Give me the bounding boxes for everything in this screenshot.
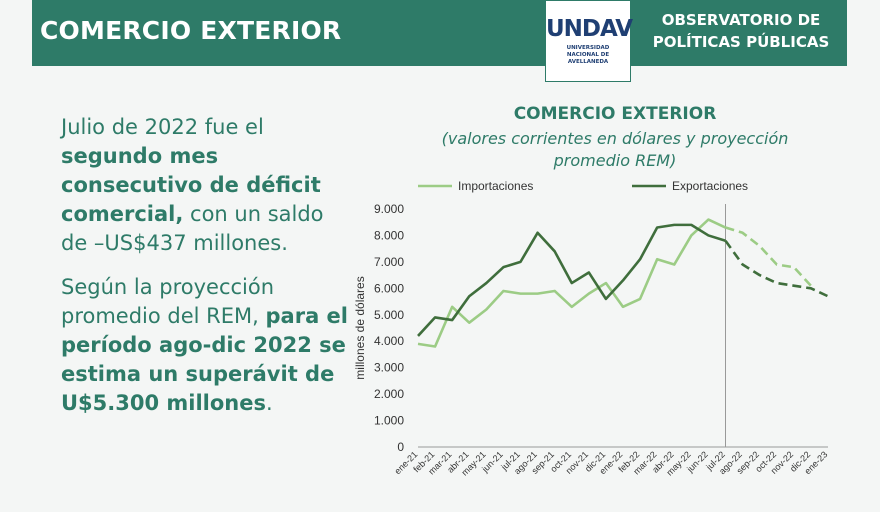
- series-line-importaciones: [417, 218, 727, 348]
- y-axis-label: millones de dólares: [353, 276, 367, 379]
- legend-label: Exportaciones: [672, 179, 748, 193]
- legend-label: Importaciones: [458, 179, 533, 193]
- p2-text-c: .: [266, 391, 273, 415]
- logo-subtitle: UNIVERSIDAD NACIONAL DE AVELLANEDA: [566, 45, 610, 65]
- y-tick-label: 7.000: [374, 255, 404, 269]
- header-title: COMERCIO EXTERIOR: [40, 16, 342, 45]
- y-tick-label: 4.000: [374, 334, 404, 348]
- observatory-line-2: POLÍTICAS PÚBLICAS: [652, 33, 830, 51]
- y-tick-label: 8.000: [374, 228, 404, 242]
- logo-mark: UNDAV: [546, 16, 633, 42]
- y-tick-label: 9.000: [374, 202, 404, 216]
- y-tick-label: 0: [397, 440, 404, 454]
- observatory-title: OBSERVATORIO DE POLÍTICAS PÚBLICAS: [648, 9, 834, 53]
- y-tick-label: 3.000: [374, 361, 404, 375]
- p1-bold: segundo mes consecutivo de déficit comer…: [61, 144, 321, 226]
- observatory-line-1: OBSERVATORIO DE: [661, 11, 821, 29]
- trade-line-chart: 0 1.000 2.000 3.000 4.000 5.000 6.000 7.000 8.00…: [353, 179, 829, 478]
- y-tick-label: 2.000: [374, 387, 404, 401]
- p1-text-a: Julio de 2022 fue el: [61, 115, 264, 139]
- p2-bold: para el período ago-dic 2022 se estima u…: [61, 304, 348, 415]
- chart-title: COMERCIO EXTERIOR: [513, 104, 717, 124]
- p1-text-c: con un saldo de –US$437 millones.: [61, 202, 324, 255]
- summary-text: Julio de 2022 fue el segundo mes consecu…: [61, 113, 351, 418]
- projection-line-exportaciones: [724, 239, 829, 298]
- undav-logo: UNDAV UNIVERSIDAD NACIONAL DE AVELLANEDA: [545, 0, 633, 82]
- p2-text-a: Según la proyección promedio del REM,: [61, 275, 275, 328]
- projection-line-importaciones: [725, 226, 812, 287]
- series-line-exportaciones: [417, 223, 726, 337]
- y-tick-label: 5.000: [374, 308, 404, 322]
- header-bar: [32, 0, 847, 66]
- y-tick-label: 1.000: [374, 414, 404, 428]
- y-tick-label: 6.000: [374, 281, 404, 295]
- paragraph-projection: Según la proyección promedio del REM, pa…: [61, 273, 351, 418]
- chart-subtitle: (valores corrientes en dólares y proyecc…: [441, 129, 789, 170]
- paragraph-deficit: Julio de 2022 fue el segundo mes consecu…: [61, 113, 351, 258]
